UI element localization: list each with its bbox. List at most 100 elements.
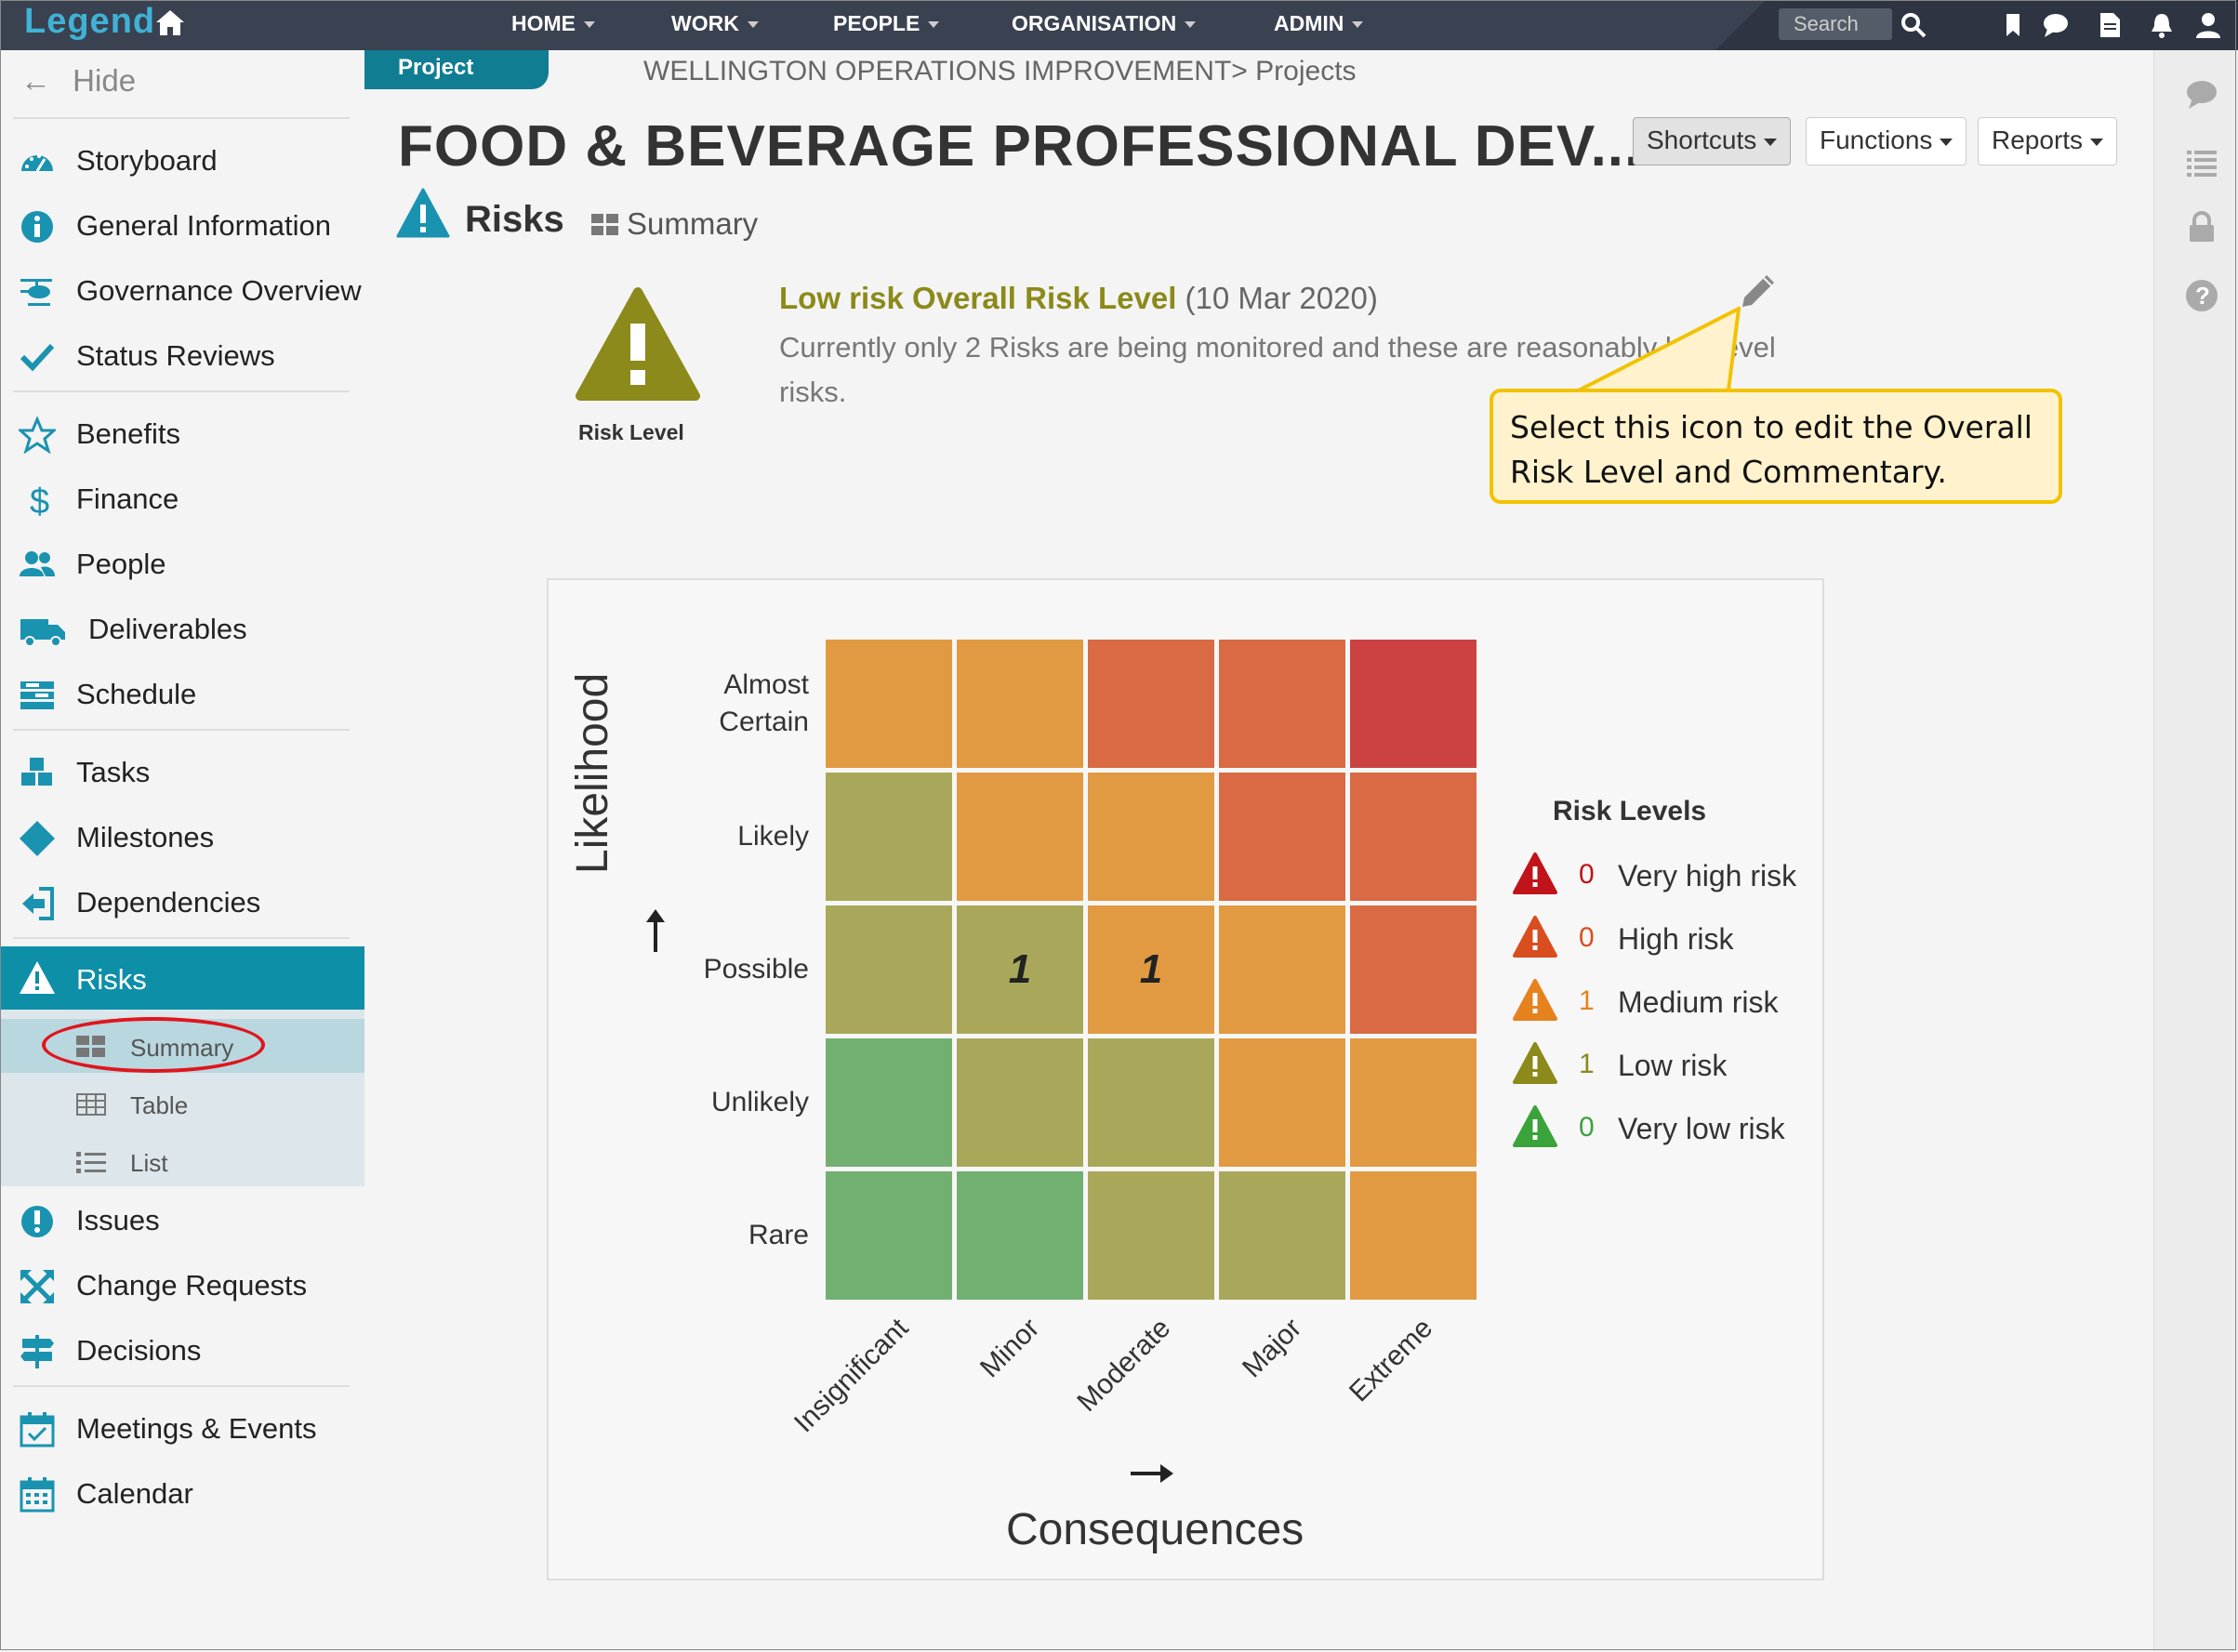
functions-button[interactable]: Functions: [1806, 117, 1967, 165]
matrix-cell[interactable]: [826, 905, 952, 1034]
sidebar-item-general-information[interactable]: General Information: [0, 196, 364, 254]
sidebar-item-finance[interactable]: $ Finance: [0, 469, 364, 527]
warning-icon: [1513, 1105, 1557, 1147]
sidebar-item-meetings-events[interactable]: Meetings & Events: [0, 1399, 364, 1457]
legend-count: 0: [1579, 922, 1595, 953]
sidebar-item-schedule[interactable]: Schedule: [0, 665, 364, 722]
top-navigation-bar: Legend HOME WORK PEOPLE ORGANISATION ADM…: [0, 0, 2238, 50]
exclamation-icon: [21, 1206, 53, 1237]
bookmark-icon[interactable]: [1999, 11, 2027, 39]
matrix-cell[interactable]: [1350, 773, 1477, 901]
matrix-cell[interactable]: [1088, 640, 1214, 768]
project-tab[interactable]: Project: [364, 50, 549, 89]
matrix-cell[interactable]: [826, 1038, 952, 1167]
comment-icon[interactable]: [2185, 78, 2218, 112]
matrix-cell[interactable]: [1219, 1038, 1345, 1167]
search-input[interactable]: Search: [1779, 8, 1892, 40]
sidebar-item-tasks[interactable]: Tasks: [0, 743, 364, 800]
shortcuts-button[interactable]: Shortcuts: [1633, 117, 1792, 165]
chat-icon[interactable]: [2042, 11, 2070, 39]
y-tick-label: Likely: [737, 821, 809, 852]
sidebar-item-label: Decisions: [76, 1334, 202, 1367]
nav-organisation[interactable]: ORGANISATION: [1012, 0, 1197, 50]
matrix-cell[interactable]: [1219, 905, 1345, 1034]
matrix-cell[interactable]: [1350, 905, 1477, 1034]
chevron-down-icon: [1352, 21, 1364, 29]
sidebar-item-risks[interactable]: Risks: [0, 946, 364, 1010]
search-divider: [1715, 0, 1766, 50]
sidebar-item-change-requests[interactable]: Change Requests: [0, 1256, 364, 1314]
lock-icon[interactable]: [2185, 210, 2218, 244]
breadcrumb[interactable]: WELLINGTON OPERATIONS IMPROVEMENT> Proje…: [643, 56, 1357, 86]
hide-sidebar-button[interactable]: ← Hide: [20, 63, 136, 99]
helicopter-icon: [20, 279, 52, 306]
matrix-cell[interactable]: [1350, 1171, 1477, 1300]
callout-tooltip: Select this icon to edit the Overall Ris…: [1490, 389, 2062, 504]
sidebar-item-issues[interactable]: Issues: [0, 1191, 364, 1249]
highlight-circle: [42, 1017, 265, 1073]
dependency-icon: [22, 887, 54, 920]
sidebar-item-calendar[interactable]: Calendar: [0, 1464, 364, 1522]
matrix-cell[interactable]: [1088, 773, 1214, 901]
matrix-cell[interactable]: 1: [957, 905, 1083, 1034]
info-icon: [21, 211, 53, 243]
nav-admin[interactable]: ADMIN: [1274, 0, 1364, 50]
change-icon: [20, 1270, 54, 1303]
checkmark-icon: [20, 343, 55, 372]
matrix-cell[interactable]: [1088, 1171, 1214, 1300]
matrix-cell[interactable]: [826, 773, 952, 901]
app-logo[interactable]: Legend: [24, 2, 156, 41]
document-icon[interactable]: [2096, 11, 2124, 39]
sidebar-item-label: Calendar: [76, 1477, 193, 1510]
matrix-cell[interactable]: [1219, 640, 1345, 768]
matrix-cell[interactable]: [957, 1171, 1083, 1300]
list-icon[interactable]: [2185, 145, 2218, 178]
sidebar-item-label: Meetings & Events: [76, 1412, 317, 1445]
help-icon[interactable]: ?: [2185, 279, 2218, 312]
matrix-cell[interactable]: [1350, 640, 1477, 768]
matrix-cell[interactable]: [1219, 773, 1345, 901]
warning-icon: [20, 961, 55, 994]
reports-button[interactable]: Reports: [1978, 117, 2118, 165]
sidebar-item-label: Deliverables: [88, 613, 247, 645]
sidebar-item-decisions[interactable]: Decisions: [0, 1321, 364, 1379]
sidebar-item-governance-overview[interactable]: Governance Overview: [0, 261, 364, 319]
sidebar-item-dependencies[interactable]: Dependencies: [0, 873, 364, 931]
sidebar-item-benefits[interactable]: Benefits: [0, 404, 364, 462]
chevron-down-icon: [1940, 138, 1953, 146]
home-icon[interactable]: [154, 7, 186, 37]
legend-count: 0: [1579, 859, 1595, 890]
nav-home[interactable]: HOME: [511, 0, 595, 50]
cell-risk-count[interactable]: 1: [1139, 946, 1163, 992]
matrix-cell[interactable]: [957, 1038, 1083, 1167]
sidebar-item-storyboard[interactable]: Storyboard: [0, 131, 364, 189]
nav-work[interactable]: WORK: [671, 0, 759, 50]
sidebar-subitem-table[interactable]: Table: [0, 1077, 364, 1130]
pencil-icon[interactable]: [1739, 271, 1778, 311]
user-icon[interactable]: [2194, 11, 2222, 39]
dashboard-icon: [21, 154, 53, 172]
search-icon[interactable]: [1900, 11, 1927, 39]
legend-label: High risk: [1618, 922, 1734, 956]
matrix-cell[interactable]: [957, 640, 1083, 768]
star-icon: [19, 416, 56, 454]
sidebar-item-milestones[interactable]: Milestones: [0, 808, 364, 866]
nav-people[interactable]: PEOPLE: [833, 0, 940, 50]
matrix-cell[interactable]: [1350, 1038, 1477, 1167]
matrix-cell[interactable]: 1: [1088, 905, 1214, 1034]
sidebar-subitem-list[interactable]: List: [0, 1134, 364, 1188]
sidebar-item-status-reviews[interactable]: Status Reviews: [0, 326, 364, 384]
sidebar-divider: [13, 729, 350, 731]
cell-risk-count[interactable]: 1: [1008, 946, 1032, 992]
sidebar: [0, 50, 364, 1651]
bell-icon[interactable]: [2148, 11, 2176, 39]
matrix-cell[interactable]: [1219, 1171, 1345, 1300]
matrix-cell[interactable]: [826, 640, 952, 768]
matrix-cell[interactable]: [957, 773, 1083, 901]
matrix-cell[interactable]: [826, 1171, 952, 1300]
sidebar-item-deliverables[interactable]: Deliverables: [0, 600, 364, 657]
legend-count: 1: [1579, 985, 1595, 1016]
view-selector[interactable]: Summary: [627, 206, 759, 241]
sidebar-item-people[interactable]: People: [0, 535, 364, 592]
matrix-cell[interactable]: [1088, 1038, 1214, 1167]
